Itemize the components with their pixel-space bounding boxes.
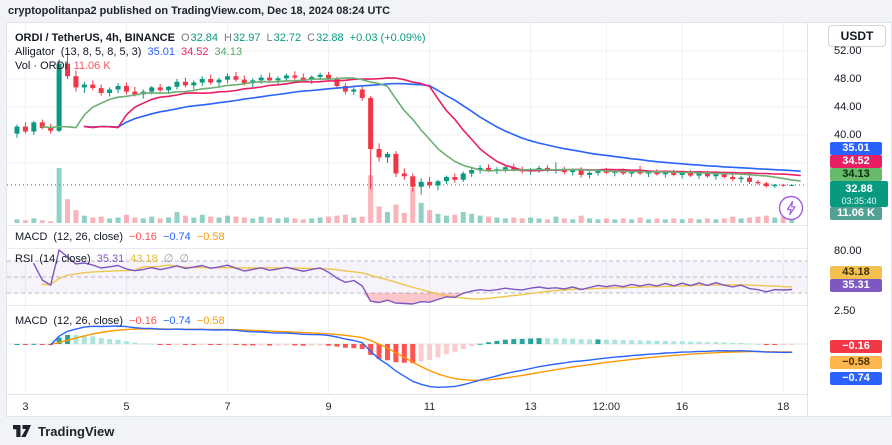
macd-chart-canvas[interactable]	[7, 306, 809, 394]
alligator-teeth-badge: 34.52	[830, 155, 882, 168]
macd-signal-badge: −0.58	[830, 356, 882, 369]
legend-symbol-row[interactable]: ORDI / TetherUS, 4h, BINANCE O32.84 H32.…	[15, 31, 426, 45]
rsi-upper-band-value: ∅	[163, 253, 174, 265]
rsi-tick-label: 80.00	[834, 245, 862, 257]
legend-rsi-row[interactable]: RSI (14, close) 35.31 43.18 ∅ ∅	[15, 252, 189, 266]
alligator-params: (13, 8, 5, 8, 5, 3)	[60, 46, 142, 58]
symbol-title: ORDI / TetherUS, 4h, BINANCE	[15, 32, 175, 44]
time-tick-label: 9	[325, 401, 332, 413]
price-tick-label: 52.00	[834, 45, 862, 57]
price-pane[interactable]: ORDI / TetherUS, 4h, BINANCE O32.84 H32.…	[7, 23, 891, 225]
ohlc-low: L32.72	[266, 32, 302, 44]
price-tick-label: 40.00	[834, 129, 862, 141]
macd-hist-badge: −0.16	[830, 340, 882, 353]
currency-toggle-button[interactable]: USDT	[828, 25, 886, 47]
macd-name: MACD	[15, 315, 48, 327]
alligator-teeth-value: 34.52	[181, 46, 209, 58]
legend-macd-top-row[interactable]: MACD (12, 26, close) −0.16 −0.74 −0.58	[15, 230, 225, 244]
last-price-badge: 32.88 03:35:40	[830, 181, 888, 207]
tradingview-mark-icon	[13, 425, 31, 437]
rsi-pane[interactable]: RSI (14, close) 35.31 43.18 ∅ ∅	[7, 248, 891, 305]
price-chart-canvas[interactable]	[7, 23, 809, 225]
macd-hist-value: −0.16	[129, 231, 157, 243]
macd-line-badge: −0.74	[830, 372, 882, 385]
rsi-name: RSI	[15, 253, 34, 265]
macd-signal-value: −0.58	[196, 315, 225, 327]
macd-params: (12, 26, close)	[53, 315, 124, 327]
volume-name: Vol · ORDI	[15, 60, 68, 72]
macd-pane[interactable]: MACD (12, 26, close) −0.16 −0.74 −0.58	[7, 305, 891, 394]
publish-text: cryptopolitanpa2 published on TradingVie…	[8, 5, 391, 17]
macd-signal-value: −0.58	[196, 231, 225, 243]
publish-header: cryptopolitanpa2 published on TradingVie…	[0, 0, 892, 22]
time-tick-label: 5	[123, 401, 130, 413]
rsi-chart-canvas[interactable]	[7, 249, 809, 305]
time-axis[interactable]: 3 5 7 9 11 13 12:00 16 18	[7, 394, 809, 422]
rsi-ma-badge: 43.18	[830, 266, 882, 279]
macd-hist-value: −0.16	[129, 315, 157, 327]
time-tick-label: 11	[423, 401, 436, 413]
legend-alligator-row[interactable]: Alligator (13, 8, 5, 8, 5, 3) 35.01 34.5…	[15, 45, 242, 59]
time-tick-label: 13	[524, 401, 537, 413]
alligator-name: Alligator	[15, 46, 55, 58]
rsi-value: 35.31	[96, 253, 125, 265]
ohlc-close: C32.88	[307, 32, 344, 44]
alligator-lips-badge: 34.13	[830, 168, 882, 181]
ohlc-open: O32.84	[180, 32, 219, 44]
tradingview-logo[interactable]: TradingView	[12, 424, 114, 439]
volume-value: 11.06 K	[73, 60, 111, 72]
rsi-ma-value: 43.18	[130, 253, 158, 265]
bar-countdown: 03:35:40	[841, 195, 877, 206]
time-tick-label: 12:00	[592, 401, 621, 413]
rsi-lower-band-value: ∅	[179, 253, 189, 265]
legend-volume-row[interactable]: Vol · ORDI 11.06 K	[15, 59, 111, 73]
legend-macd-bottom-row[interactable]: MACD (12, 26, close) −0.16 −0.74 −0.58	[15, 314, 225, 328]
ohlc-high: H32.97	[224, 32, 261, 44]
macd-pane-collapsed[interactable]: MACD (12, 26, close) −0.16 −0.74 −0.58	[7, 225, 891, 248]
tradingview-wordmark: TradingView	[38, 423, 115, 439]
footer: TradingView	[0, 417, 892, 445]
time-tick-label: 16	[676, 401, 689, 413]
price-tick-label: 44.00	[834, 101, 862, 113]
macd-line-value: −0.74	[162, 315, 191, 327]
change-value: +0.03 (+0.09%)	[349, 32, 426, 44]
alligator-jaw-badge: 35.01	[830, 142, 882, 155]
price-tick-label: 48.00	[834, 73, 862, 85]
time-tick-label: 7	[224, 401, 231, 413]
time-tick-label: 18	[777, 401, 790, 413]
macd-name: MACD	[15, 231, 48, 243]
price-scale[interactable]: USDT 52.00 48.00 44.00 40.00 80.00 2.50 35.01 3…	[807, 23, 891, 416]
macd-params: (12, 26, close)	[53, 231, 124, 243]
rsi-params: (14, close)	[39, 253, 91, 265]
alligator-lips-value: 34.13	[214, 46, 243, 58]
alligator-jaw-value: 35.01	[147, 46, 175, 58]
time-tick-label: 3	[22, 401, 29, 413]
macd-line-value: −0.74	[162, 231, 191, 243]
volume-badge: 11.06 K	[830, 207, 882, 220]
flash-icon[interactable]	[778, 195, 804, 221]
rsi-value-badge: 35.31	[830, 279, 882, 292]
chart-card: ORDI / TetherUS, 4h, BINANCE O32.84 H32.…	[6, 22, 892, 417]
macd-tick-label: 2.50	[834, 305, 856, 317]
